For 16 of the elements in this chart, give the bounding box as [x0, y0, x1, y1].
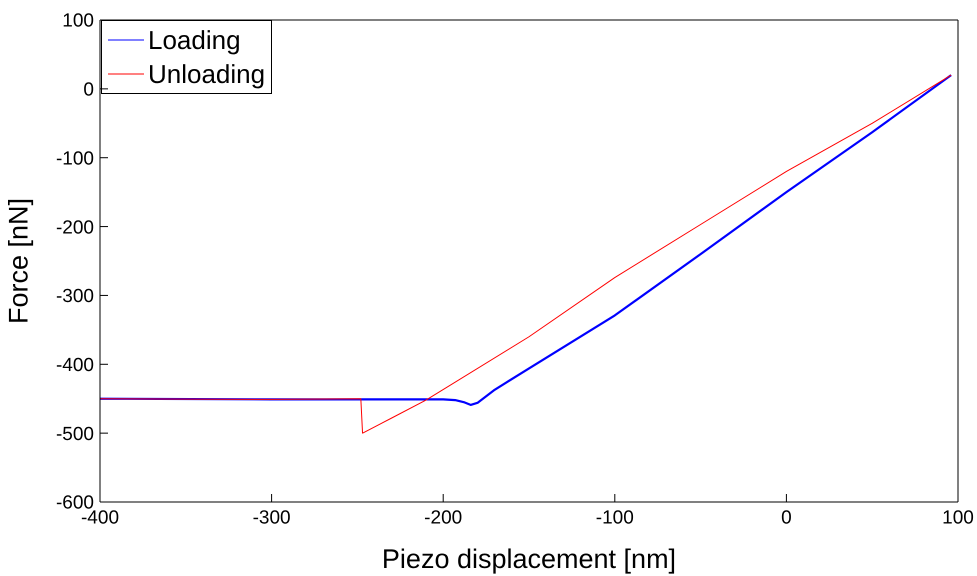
legend-label: Unloading [148, 58, 266, 91]
y-tick-label: -100 [56, 148, 94, 170]
legend-label: Loading [148, 24, 241, 57]
y-tick-label: 0 [83, 80, 94, 101]
x-tick-label: -100 [596, 507, 634, 528]
x-tick-label: -300 [252, 507, 291, 528]
y-tick-label: -400 [56, 355, 94, 376]
y-tick-label: -300 [56, 286, 94, 308]
x-tick-label: -200 [424, 507, 462, 528]
x-tick-label: 0 [781, 507, 792, 528]
y-tick-label: 100 [62, 10, 94, 32]
y-tick-label: -500 [56, 424, 94, 445]
x-axis-title: Piezo displacement [nm] [382, 544, 676, 574]
x-tick-label: 100 [942, 507, 974, 528]
y-axis-title: Force [nN] [4, 198, 34, 324]
y-tick-label: -200 [56, 217, 94, 238]
